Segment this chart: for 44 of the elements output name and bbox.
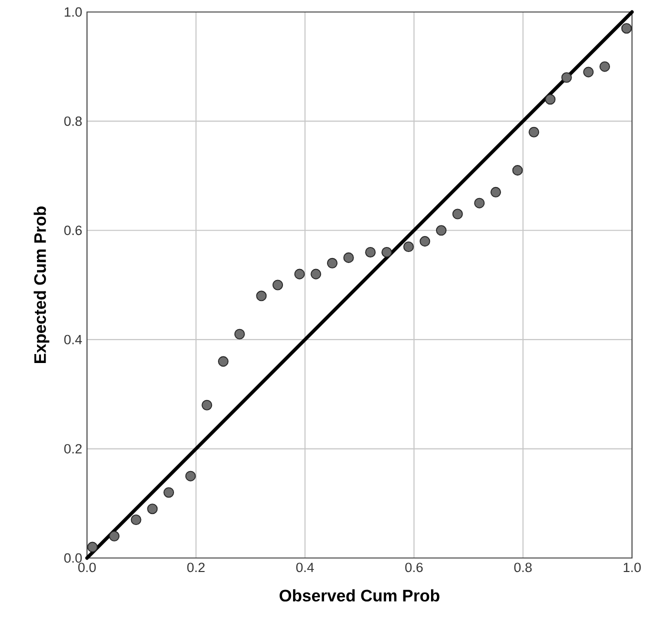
point — [474, 198, 485, 208]
y-tick-label: 0.6 — [64, 226, 82, 236]
y-tick-label: 0.0 — [64, 553, 82, 563]
x-tick-label: 0.0 — [78, 562, 96, 572]
point — [310, 268, 322, 280]
point — [185, 470, 196, 482]
x-tick-label: 0.8 — [514, 562, 532, 572]
x-tick-label: 0.4 — [296, 562, 314, 572]
x-tick-label: 0.2 — [187, 562, 205, 572]
point — [452, 208, 463, 220]
point — [561, 72, 572, 83]
y-tick-label: 0.8 — [64, 116, 82, 126]
point — [218, 356, 229, 367]
point — [403, 242, 414, 252]
point — [436, 225, 447, 236]
point — [621, 23, 632, 34]
y-axis-title: Expected Cum Prob — [34, 206, 50, 364]
point — [326, 258, 338, 268]
y-tick-label: 0.2 — [64, 444, 82, 454]
point — [420, 236, 430, 247]
x-tick-label: 0.6 — [405, 562, 423, 572]
point — [272, 280, 284, 290]
point — [147, 504, 158, 514]
point — [163, 487, 174, 498]
point — [512, 165, 523, 176]
point — [528, 126, 540, 138]
y-tick-label: 0.4 — [64, 334, 82, 344]
point — [108, 530, 120, 542]
point — [365, 246, 376, 258]
point — [234, 328, 245, 340]
point — [87, 542, 98, 552]
point — [202, 400, 212, 410]
y-tick-label: 1.0 — [64, 7, 82, 17]
point — [343, 252, 354, 263]
point — [130, 514, 142, 526]
point — [381, 246, 392, 258]
point — [583, 66, 594, 78]
x-tick-label: 1.0 — [624, 562, 641, 572]
point — [256, 290, 267, 302]
point — [294, 268, 305, 280]
point — [544, 94, 556, 105]
x-axis-title: Observed Cum Prob — [280, 589, 440, 602]
point — [490, 186, 502, 198]
point — [599, 61, 610, 72]
